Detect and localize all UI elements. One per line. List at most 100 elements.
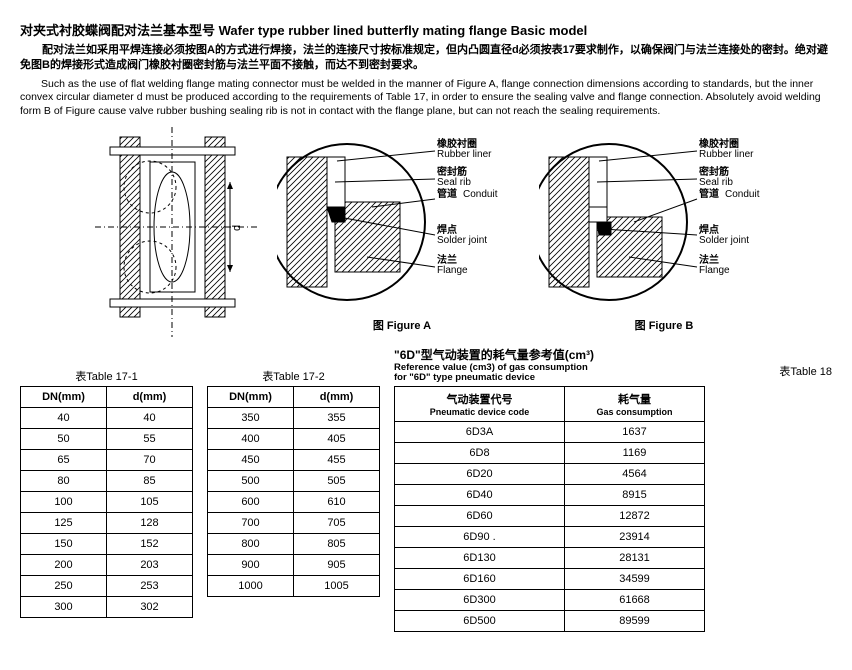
table-row: 350355 — [208, 407, 380, 428]
table-cell: 200 — [21, 554, 107, 575]
table-cell: 4564 — [565, 463, 705, 484]
label: Flange — [699, 265, 730, 276]
table-row: 300302 — [21, 596, 193, 617]
table-cell: 400 — [208, 428, 294, 449]
th-dn: DN(mm) — [21, 386, 107, 407]
table-cell: 61668 — [565, 589, 705, 610]
table-row: 4040 — [21, 407, 193, 428]
label: Seal rib — [699, 177, 733, 188]
table-row: 6570 — [21, 449, 193, 470]
table-cell: 6D90 . — [395, 526, 565, 547]
table-row: 6D204564 — [395, 463, 705, 484]
table-row: 450455 — [208, 449, 380, 470]
paragraph-en: Such as the use of flat welding flange m… — [20, 78, 832, 119]
tables-row: 表Table 17-1 DN(mm) d(mm) 404050556570808… — [20, 346, 832, 632]
table-cell: 85 — [107, 470, 193, 491]
table-18-title-en2: for "6D" type pneumatic device — [394, 373, 832, 383]
th-gas-en: Gas consumption — [571, 407, 698, 417]
table-cell: 128 — [107, 512, 193, 533]
table-cell: 6D130 — [395, 547, 565, 568]
table-cell: 1000 — [208, 575, 294, 596]
table-cell: 152 — [107, 533, 193, 554]
table-18: 气动装置代号 Pneumatic device code 耗气量 Gas con… — [394, 386, 705, 632]
table-cell: 800 — [208, 533, 294, 554]
table-cell: 500 — [208, 470, 294, 491]
table-cell: 6D20 — [395, 463, 565, 484]
table-cell: 89599 — [565, 610, 705, 631]
label: Seal rib — [437, 177, 471, 188]
main-title: 对夹式衬胶蝶阀配对法兰基本型号 Wafer type rubber lined … — [20, 20, 832, 39]
table-row: 5055 — [21, 428, 193, 449]
table-row: 10001005 — [208, 575, 380, 596]
table-row: 6D408915 — [395, 484, 705, 505]
table-cell: 6D3A — [395, 421, 565, 442]
figure-b-caption: 图 Figure B — [539, 317, 789, 333]
label: Solder joint — [437, 235, 487, 246]
figure-main: d — [90, 127, 265, 340]
table-row: 6D81169 — [395, 442, 705, 463]
th-gas-cn: 耗气量 — [618, 394, 651, 406]
table-cell: 203 — [107, 554, 193, 575]
th-d: d(mm) — [294, 386, 380, 407]
table-cell: 12872 — [565, 505, 705, 526]
figure-b-svg: 橡胶衬圈 Rubber liner 密封筋 Seal rib 管道 Condui… — [539, 127, 789, 312]
table-row: 6D16034599 — [395, 568, 705, 589]
table-cell: 302 — [107, 596, 193, 617]
figure-a-svg: 橡胶衬圈 Rubber liner 密封筋 Seal rib 管道 Condui… — [277, 127, 527, 312]
label: Rubber liner — [699, 149, 754, 160]
table-cell: 34599 — [565, 568, 705, 589]
table-18-wrap: "6D"型气动装置的耗气量参考值(cm³) 表Table 18 Referenc… — [394, 346, 832, 632]
table-17-1-wrap: 表Table 17-1 DN(mm) d(mm) 404050556570808… — [20, 368, 193, 618]
label: Conduit — [725, 189, 760, 200]
table-cell: 300 — [21, 596, 107, 617]
table-cell: 125 — [21, 512, 107, 533]
table-cell: 105 — [107, 491, 193, 512]
table-cell: 350 — [208, 407, 294, 428]
table-17-1: DN(mm) d(mm) 404050556570808510010512512… — [20, 386, 193, 618]
table-cell: 55 — [107, 428, 193, 449]
table-cell: 28131 — [565, 547, 705, 568]
table-row: 125128 — [21, 512, 193, 533]
table-cell: 100 — [21, 491, 107, 512]
table-row: 150152 — [21, 533, 193, 554]
table-cell: 6D160 — [395, 568, 565, 589]
label: 管道 — [437, 187, 457, 200]
table-17-2-caption: 表Table 17-2 — [207, 368, 380, 384]
table-cell: 355 — [294, 407, 380, 428]
table-17-2: DN(mm) d(mm) 350355400405450455500505600… — [207, 386, 380, 597]
table-18-caption: 表Table 18 — [779, 363, 832, 379]
table-row: 200203 — [21, 554, 193, 575]
table-cell: 700 — [208, 512, 294, 533]
table-cell: 23914 — [565, 526, 705, 547]
table-cell: 40 — [107, 407, 193, 428]
th-code-cn: 气动装置代号 — [447, 394, 513, 406]
table-cell: 6D300 — [395, 589, 565, 610]
th-code-en: Pneumatic device code — [401, 407, 558, 417]
table-cell: 405 — [294, 428, 380, 449]
label: Rubber liner — [437, 149, 492, 160]
table-17-1-caption: 表Table 17-1 — [20, 368, 193, 384]
figure-a: 橡胶衬圈 Rubber liner 密封筋 Seal rib 管道 Condui… — [277, 127, 527, 333]
table-cell: 455 — [294, 449, 380, 470]
table-cell: 705 — [294, 512, 380, 533]
table-cell: 250 — [21, 575, 107, 596]
paragraph-cn: 配对法兰如采用平焊连接必须按图A的方式进行焊接，法兰的连接尺寸按标准规定，但内凸… — [20, 43, 832, 74]
table-cell: 70 — [107, 449, 193, 470]
th-code: 气动装置代号 Pneumatic device code — [395, 386, 565, 421]
figures-row: d 橡胶衬圈 Rubber liner 密封筋 Seal rib — [20, 127, 832, 340]
table-row: 8085 — [21, 470, 193, 491]
table-row: 500505 — [208, 470, 380, 491]
table-row: 6D3A1637 — [395, 421, 705, 442]
table-cell: 505 — [294, 470, 380, 491]
figure-a-caption: 图 Figure A — [277, 317, 527, 333]
table-17-2-wrap: 表Table 17-2 DN(mm) d(mm) 350355400405450… — [207, 368, 380, 597]
table-cell: 805 — [294, 533, 380, 554]
table-cell: 1005 — [294, 575, 380, 596]
table-cell: 8915 — [565, 484, 705, 505]
table-row: 600610 — [208, 491, 380, 512]
table-row: 6D50089599 — [395, 610, 705, 631]
table-row: 250253 — [21, 575, 193, 596]
table-cell: 150 — [21, 533, 107, 554]
table-cell: 450 — [208, 449, 294, 470]
table-cell: 905 — [294, 554, 380, 575]
